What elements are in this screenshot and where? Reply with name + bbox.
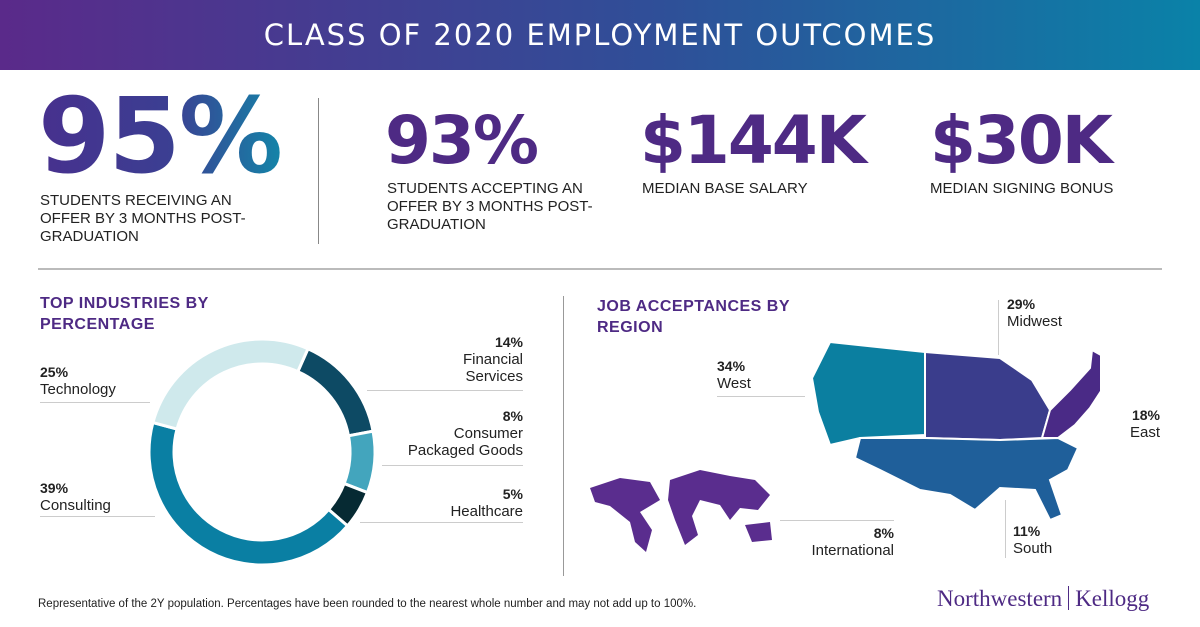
leader-line: [40, 516, 155, 517]
world-map: [590, 470, 772, 552]
leader-line: [360, 522, 523, 523]
stat-caption-accept: STUDENTS ACCEPTING AN OFFER BY 3 MONTHS …: [387, 180, 593, 233]
donut-slice-consulting: [147, 420, 350, 567]
footnote: Representative of the 2Y population. Per…: [38, 598, 697, 610]
us-map: [810, 340, 1100, 522]
label-international: 8% International: [811, 525, 894, 559]
donut-slice-technology: [151, 337, 310, 431]
label-technology: 25% Technology: [40, 364, 116, 398]
stat-caption-offer: STUDENTS RECEIVING AN OFFER BY 3 MONTHS …: [40, 192, 246, 245]
stat-value-accept: 93%: [385, 102, 539, 179]
regions-title: JOB ACCEPTANCES BY REGION: [597, 298, 790, 336]
donut-slice-financial-services: [295, 346, 375, 438]
leader-line: [1005, 500, 1006, 558]
donut-slice-consumer-packaged-goods: [342, 429, 377, 495]
header-banner: CLASS OF 2020 EMPLOYMENT OUTCOMES: [0, 0, 1200, 70]
leader-line: [998, 300, 999, 355]
industries-title: TOP INDUSTRIES BY PERCENTAGE: [40, 295, 209, 333]
label-financial-services: 14% Financial Services: [462, 334, 523, 385]
page-title: CLASS OF 2020 EMPLOYMENT OUTCOMES: [263, 18, 937, 52]
stat-caption-bonus: MEDIAN SIGNING BONUS: [930, 180, 1114, 197]
stat-value-bonus: $30K: [930, 102, 1113, 179]
region-midwest: [924, 350, 1052, 442]
stat-value-salary: $144K: [640, 102, 867, 179]
stat-caption-salary: MEDIAN BASE SALARY: [642, 180, 808, 197]
stat-value-offer: 95%: [38, 75, 283, 197]
region-east: [1040, 348, 1100, 439]
leader-line: [717, 396, 805, 397]
industries-donut-chart: [147, 337, 377, 567]
region-south: [853, 436, 1080, 522]
divider: [563, 296, 564, 576]
label-east: 18% East: [1129, 407, 1160, 441]
label-consulting: 39% Consulting: [40, 480, 111, 514]
region-west: [810, 340, 926, 447]
label-cpg: 8% Consumer Packaged Goods: [407, 408, 523, 459]
divider: [318, 98, 319, 244]
kellogg-logo: Northwestern Kellogg: [937, 586, 1150, 611]
leader-line: [780, 520, 894, 521]
label-healthcare: 5% Healthcare: [450, 486, 523, 520]
leader-line: [367, 390, 523, 391]
region-map: [590, 340, 1100, 552]
label-west: 34% West: [717, 358, 751, 392]
divider: [38, 268, 1162, 270]
label-south: 11% South: [1013, 523, 1053, 557]
leader-line: [40, 402, 150, 403]
leader-line: [382, 465, 523, 466]
label-midwest: 29% Midwest: [1007, 296, 1063, 330]
